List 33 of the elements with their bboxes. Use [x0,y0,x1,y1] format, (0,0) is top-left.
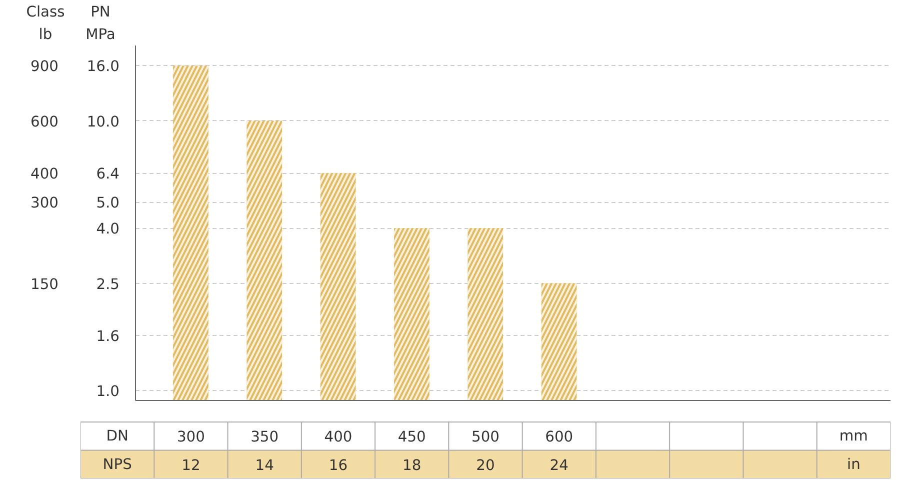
text: 16 [328,456,348,474]
y-tick-label: 16.0 [86,58,120,76]
x-tick-label: 350 [250,428,279,446]
text: 150 [30,276,58,293]
x-tick-label: 600 [545,428,574,446]
text: NPS [102,456,132,473]
x-tick-label: 400 [324,428,352,446]
text: in [847,456,860,473]
text: 400 [30,166,58,183]
text: 20 [476,456,495,474]
text: 600 [30,113,58,130]
text: 12 [182,456,200,474]
text: 300 [30,194,58,212]
y2-axis-title: Class [26,3,65,20]
y-tick-label: 2.5 [96,276,120,293]
y-tick-label: 4.0 [96,220,120,238]
text: 14 [255,456,274,474]
text: 18 [402,456,422,474]
x-tick-label: 500 [472,428,500,446]
y-tick-label: 6.4 [96,166,120,183]
y-tick-label: 1.0 [96,383,120,400]
x-tick-label: 300 [176,428,205,446]
text: lb [38,26,52,43]
y-tick-label: 10.0 [86,113,120,130]
y-tick-label: 1.6 [96,328,120,346]
text: 900 [30,58,58,76]
text: 24 [550,456,568,474]
y-axis-title: PN [90,3,110,20]
text: mm [839,428,868,445]
text: MPa [86,26,116,43]
y-tick-label: 5.0 [96,194,120,212]
text: DN [106,428,128,445]
x-tick-label: 450 [398,428,426,446]
